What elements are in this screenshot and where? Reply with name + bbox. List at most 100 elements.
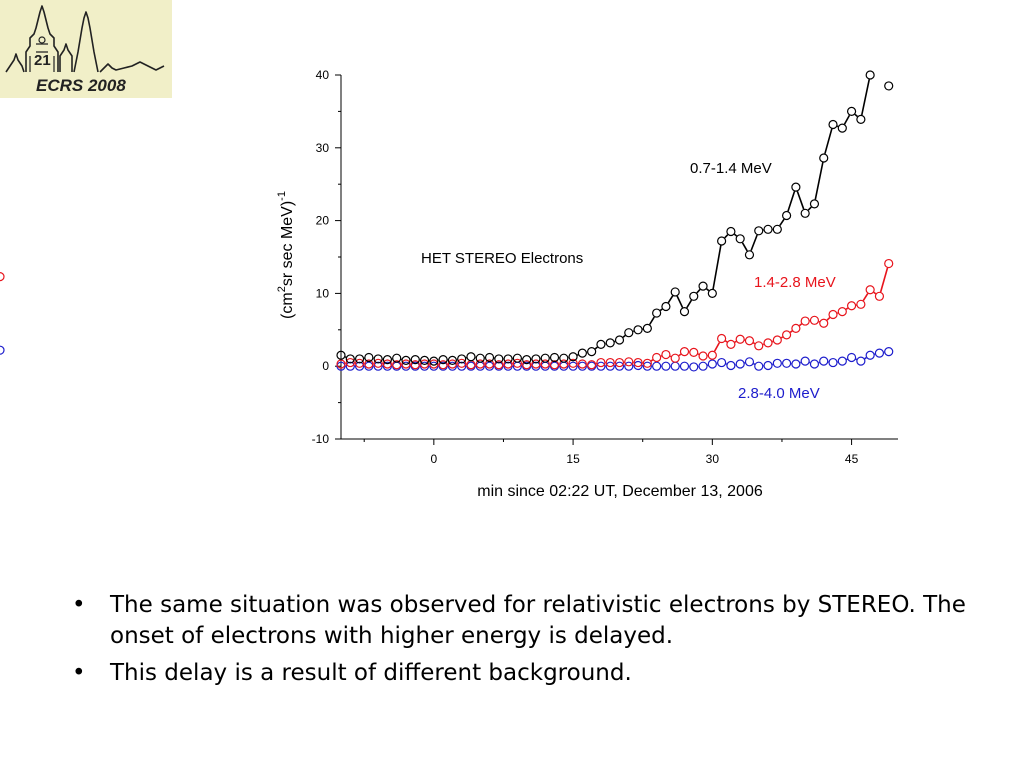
data-point [791, 359, 801, 369]
data-point [837, 123, 847, 133]
data-point [484, 359, 495, 369]
series-line-segment [798, 323, 803, 327]
bullet-marker: • [72, 660, 86, 686]
data-point [559, 353, 569, 363]
data-point [698, 281, 708, 291]
data-point [494, 354, 504, 364]
data-point [447, 355, 457, 365]
data-point [429, 356, 439, 366]
data-point [800, 356, 810, 366]
data-point [447, 359, 457, 369]
data-point [828, 309, 838, 320]
data-point [744, 250, 755, 260]
series-line-segment [696, 288, 701, 294]
data-point [689, 291, 699, 301]
series-line-segment [787, 191, 796, 212]
series-line-segment [789, 330, 793, 333]
data-point [698, 351, 708, 361]
data-point [652, 352, 662, 363]
data-point [531, 354, 541, 364]
data-point [717, 236, 727, 246]
bullet-text: This delay is a result of different back… [110, 660, 632, 686]
data-point [856, 299, 866, 309]
series-line-segment [594, 346, 598, 350]
data-point [661, 301, 671, 312]
data-point [754, 341, 764, 351]
series-line-segment [678, 353, 682, 357]
data-point [707, 350, 717, 360]
series-label-0-7-1-4-mev: 0.7-1.4 MeV [690, 160, 772, 177]
data-point [633, 357, 643, 368]
data-point [828, 357, 838, 368]
series-line-segment [753, 342, 756, 345]
data-point [679, 361, 690, 371]
data-point [503, 359, 513, 369]
data-point [670, 287, 680, 297]
data-point [707, 359, 717, 369]
data-point [735, 234, 745, 244]
data-point [652, 308, 662, 318]
data-point [373, 358, 383, 368]
data-point [568, 352, 578, 362]
data-point [438, 360, 448, 370]
data-point [614, 357, 625, 368]
bullet-item: • The same situation was observed for re… [70, 590, 970, 652]
data-point [726, 360, 736, 371]
data-point [772, 335, 782, 345]
series-line-segment [750, 234, 758, 251]
data-point [345, 357, 355, 368]
series-line-segment [807, 206, 812, 211]
data-point [865, 70, 875, 80]
data-point [642, 358, 652, 368]
data-point [568, 361, 578, 371]
bullet-marker: • [72, 592, 86, 618]
data-point [679, 307, 690, 317]
data-point [874, 348, 885, 358]
series-line-segment [734, 340, 737, 343]
data-point [763, 224, 773, 234]
data-point [800, 316, 810, 326]
data-point [846, 301, 857, 311]
data-point [596, 339, 606, 349]
series-label-1-4-2-8-mev: 1.4-2.8 MeV [754, 274, 836, 291]
data-point [624, 361, 634, 371]
data-point [717, 333, 727, 344]
data-point [735, 359, 745, 369]
series-line-segment [779, 218, 785, 227]
series-line-segment [873, 291, 877, 295]
data-point [373, 354, 383, 364]
chart-axes: -10 0 10 20 30 40 0 15 30 45 [312, 68, 898, 466]
data-point [837, 307, 847, 317]
data-point [336, 359, 346, 369]
data-point [345, 354, 355, 364]
data-point [596, 361, 606, 371]
series-line-segment [650, 359, 654, 362]
series-line-segment [753, 363, 756, 366]
data-point [856, 114, 866, 125]
series-line-segment [713, 342, 721, 352]
data-point [0, 272, 5, 282]
data-point [679, 347, 690, 357]
data-point [410, 355, 420, 365]
y-axis-label-sup2: -1 [276, 191, 288, 201]
data-point [837, 356, 847, 366]
chart-title: HET STEREO Electrons [421, 250, 583, 267]
data-point [336, 350, 346, 360]
data-point [735, 334, 745, 344]
data-point [354, 361, 365, 371]
data-point [633, 325, 643, 335]
data-point [809, 315, 820, 325]
series-line-segment [864, 356, 867, 360]
data-point [494, 360, 504, 370]
y-axis-label-sup1: 2 [276, 286, 288, 292]
ecrs-logo-drawing: 21 ECRS 2008 [5, 5, 165, 95]
data-point [707, 288, 717, 298]
data-point [596, 357, 606, 368]
data-point [763, 338, 773, 348]
data-point [624, 357, 634, 367]
series-line-segment [796, 191, 805, 210]
y-axis-label-part2: sr sec MeV) [279, 201, 296, 286]
data-point [475, 353, 485, 363]
data-point [484, 352, 495, 363]
series-line-segment [826, 317, 831, 321]
